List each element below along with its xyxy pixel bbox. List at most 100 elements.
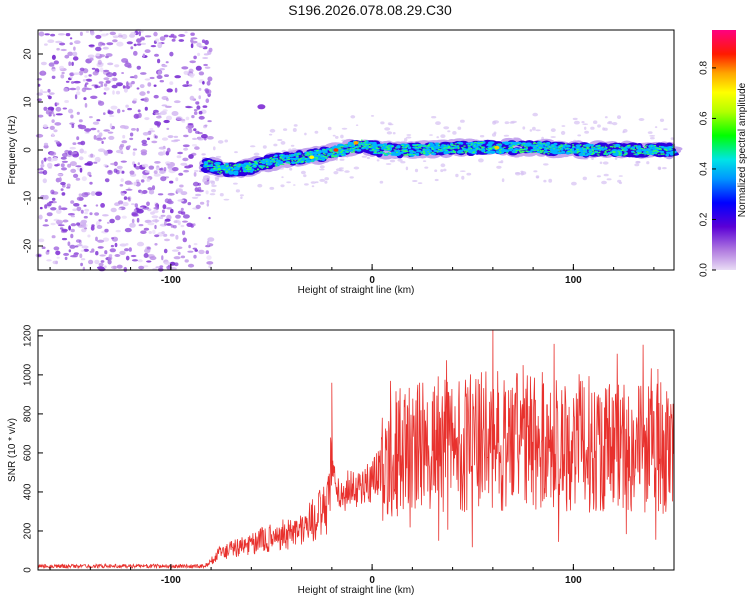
- signal-blob: [531, 152, 533, 154]
- signal-blob: [538, 147, 541, 149]
- signal-blob: [322, 155, 326, 157]
- signal-blob: [238, 164, 241, 166]
- signal-blob: [612, 153, 618, 156]
- noise-speckle: [136, 38, 142, 43]
- noise-speckle: [602, 161, 609, 165]
- noise-speckle: [233, 182, 238, 185]
- signal-blob: [425, 145, 428, 147]
- spectrogram-x-ticks: -100 0 100: [49, 264, 655, 286]
- signal-blob: [249, 167, 252, 169]
- noise-speckle: [146, 137, 151, 141]
- signal-blob: [591, 152, 595, 155]
- signal-blob: [443, 147, 446, 149]
- noise-speckle: [591, 157, 594, 161]
- noise-speckle: [54, 122, 62, 126]
- noise-speckle: [170, 208, 174, 214]
- signal-blob: [416, 149, 422, 153]
- noise-speckle: [112, 39, 118, 43]
- noise-speckle: [166, 115, 172, 121]
- noise-speckle: [51, 235, 56, 239]
- noise-speckle: [72, 56, 79, 61]
- signal-blob: [220, 171, 223, 173]
- noise-speckle: [280, 141, 286, 145]
- signal-blob: [605, 147, 608, 148]
- signal-blob: [298, 159, 301, 161]
- noise-speckle: [189, 95, 195, 101]
- noise-speckle: [224, 139, 228, 143]
- colorbar-tick-label: 0.8: [699, 61, 710, 75]
- noise-speckle: [98, 262, 104, 267]
- noise-speckle: [75, 165, 82, 168]
- noise-speckle: [107, 255, 113, 261]
- signal-blob: [384, 153, 387, 155]
- signal-blob: [550, 143, 557, 147]
- signal-blob: [537, 144, 542, 149]
- signal-blob: [361, 146, 365, 148]
- noise-speckle: [277, 139, 283, 141]
- noise-speckle: [56, 209, 62, 214]
- signal-blob: [217, 171, 220, 173]
- noise-speckle: [599, 161, 603, 165]
- noise-speckle: [429, 134, 433, 136]
- figure-title: S196.2026.078.08.29.C30: [288, 2, 452, 18]
- noise-speckle: [76, 206, 82, 212]
- noise-speckle: [157, 123, 160, 128]
- noise-speckle: [72, 208, 78, 212]
- noise-speckle: [97, 239, 105, 243]
- noise-speckle: [283, 128, 288, 131]
- noise-speckle: [154, 135, 158, 139]
- noise-speckle: [76, 244, 83, 247]
- signal-blob: [660, 153, 663, 155]
- noise-speckle: [37, 168, 44, 171]
- noise-speckle: [119, 243, 127, 247]
- noise-speckle: [77, 141, 84, 145]
- noise-speckle: [79, 124, 87, 130]
- noise-speckle: [577, 134, 582, 137]
- noise-speckle: [304, 183, 309, 186]
- noise-speckle: [76, 91, 81, 96]
- noise-speckle: [163, 167, 167, 172]
- signal-blob: [569, 150, 573, 152]
- noise-speckle: [190, 43, 194, 49]
- noise-speckle: [269, 186, 275, 190]
- noise-speckle: [341, 127, 348, 130]
- noise-speckle: [75, 239, 81, 243]
- signal-blob: [463, 150, 467, 152]
- noise-speckle: [97, 246, 104, 249]
- signal-blob: [543, 150, 549, 153]
- signal-blob: [466, 142, 470, 145]
- noise-speckle: [81, 192, 89, 198]
- noise-speckle: [175, 234, 179, 240]
- signal-blob: [506, 152, 509, 153]
- noise-speckle: [80, 262, 83, 267]
- signal-blob: [467, 148, 471, 150]
- noise-speckle: [654, 126, 658, 129]
- signal-blob: [225, 170, 229, 173]
- noise-speckle: [44, 33, 50, 36]
- signal-blob: [488, 149, 490, 151]
- signal-blob: [597, 152, 599, 154]
- signal-blob: [288, 157, 290, 158]
- signal-blob: [219, 169, 222, 170]
- noise-speckle: [459, 170, 466, 172]
- noise-speckle: [105, 53, 113, 57]
- noise-speckle: [571, 181, 577, 186]
- noise-speckle: [75, 177, 81, 181]
- noise-speckle: [659, 118, 665, 123]
- signal-blob: [437, 148, 441, 151]
- signal-blob: [377, 152, 380, 154]
- signal-blob: [262, 165, 266, 167]
- noise-speckle: [131, 259, 139, 262]
- signal-blob: [254, 170, 257, 172]
- signal-blob: [450, 148, 453, 150]
- noise-speckle: [103, 150, 108, 155]
- noise-speckle: [606, 178, 612, 181]
- signal-blob: [576, 151, 579, 153]
- colorbar-tick-label: 0.0: [699, 263, 710, 277]
- noise-speckle: [115, 90, 121, 95]
- signal-blob: [504, 141, 510, 145]
- noise-speckle: [70, 223, 77, 227]
- noise-speckle: [71, 61, 74, 66]
- noise-speckle: [110, 244, 114, 248]
- signal-blob: [443, 144, 446, 146]
